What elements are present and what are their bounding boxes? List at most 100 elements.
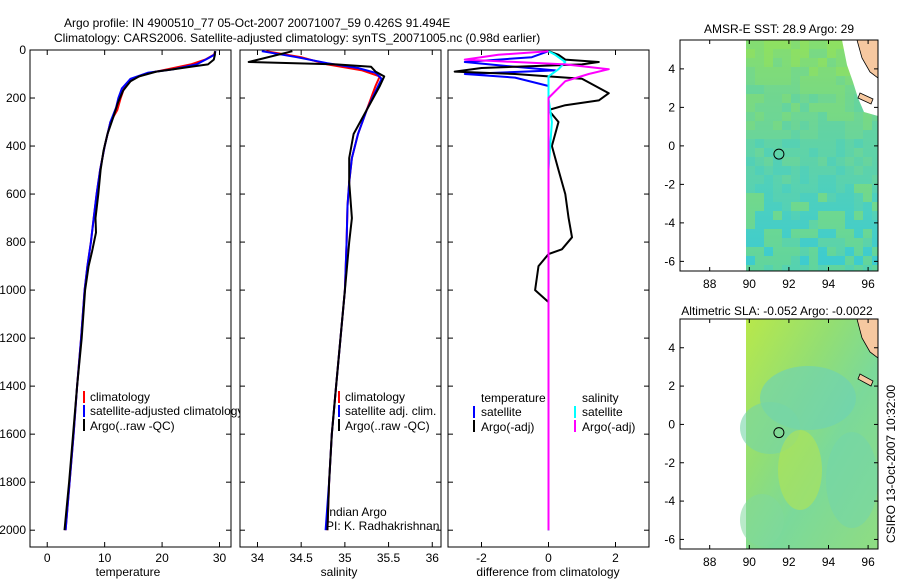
sst-pixel	[755, 229, 764, 238]
sst-pixel	[863, 112, 872, 121]
sst-pixel	[818, 184, 827, 193]
sst-pixel	[809, 121, 818, 130]
x-tick-label: 30	[213, 551, 227, 565]
sst-land-sumatra	[856, 40, 878, 79]
argo-program-label: Indian Argo	[326, 505, 387, 519]
sst-pixel	[836, 103, 845, 112]
map-x-tick-label: 92	[782, 277, 796, 291]
credit-side-text: CSIRO 13-Oct-2007 10:32:00	[884, 385, 898, 543]
sst-pixel	[755, 256, 764, 265]
map-y-tick-label: 2	[668, 379, 675, 393]
sst-pixel	[872, 166, 878, 175]
sst-pixel	[746, 49, 755, 58]
sst-pixel	[773, 157, 782, 166]
sst-pixel	[845, 76, 854, 85]
sst-pixel	[836, 148, 845, 157]
sst-pixel	[854, 238, 863, 247]
sst-pixel	[746, 85, 755, 94]
sst-pixel	[791, 94, 800, 103]
sst-pixel	[809, 202, 818, 211]
sst-pixel	[836, 220, 845, 229]
sst-pixel	[764, 103, 773, 112]
sst-pixel	[782, 85, 791, 94]
map-x-tick-label: 92	[782, 555, 796, 569]
sla-low-region-4	[740, 494, 784, 546]
sst-pixel	[845, 202, 854, 211]
sst-pixel	[809, 256, 818, 265]
sst-pixel	[827, 94, 836, 103]
sst-pixel	[764, 130, 773, 139]
sst-pixel	[746, 229, 755, 238]
sst-pixel	[755, 193, 764, 202]
sla-land-sumatra	[856, 319, 878, 359]
sst-pixel	[800, 202, 809, 211]
sst-pixel	[755, 175, 764, 184]
sst-field	[746, 40, 878, 271]
sst-pixel	[746, 148, 755, 157]
x-tick-label: 10	[98, 551, 112, 565]
sst-pixel	[845, 211, 854, 220]
x-tick-label: 20	[155, 551, 169, 565]
sst-pixel	[773, 202, 782, 211]
sst-pixel	[809, 220, 818, 229]
sst-pixel	[827, 67, 836, 76]
legend-label-argo: Argo(..raw -QC)	[90, 419, 175, 433]
sst-pixel	[872, 265, 878, 271]
sst-pixel	[773, 121, 782, 130]
sst-pixel	[809, 175, 818, 184]
difference-panel: -2 0 2 difference from climatology tempera…	[447, 49, 650, 579]
sst-pixel	[863, 148, 872, 157]
legend-group-salinity: salinity	[582, 391, 619, 405]
legend-label-sal-argo: Argo(-adj)	[582, 420, 635, 434]
sst-pixel	[809, 130, 818, 139]
sst-pixel	[764, 265, 773, 271]
sst-pixel	[863, 229, 872, 238]
map-y-tick-label: -6	[664, 532, 675, 546]
temperature-axes-frame	[29, 49, 232, 548]
legend-group-temperature: temperature	[481, 391, 546, 405]
sst-pixel	[845, 166, 854, 175]
map-x-tick-label: 96	[861, 555, 875, 569]
y-tick-label: 1800	[0, 475, 26, 489]
difference-lines	[453, 50, 610, 531]
sst-pixel	[836, 85, 845, 94]
sst-pixel	[755, 220, 764, 229]
sst-pixel	[818, 238, 827, 247]
sst-pixel	[764, 40, 773, 49]
sst-pixel	[809, 265, 818, 271]
temperature-lines	[63, 50, 217, 531]
sst-pixel	[791, 220, 800, 229]
sst-pixel	[863, 193, 872, 202]
sst-pixel	[773, 103, 782, 112]
difference-xlabel: difference from climatology	[476, 565, 619, 579]
sst-pixel	[818, 94, 827, 103]
sst-pixel	[746, 130, 755, 139]
sst-pixel	[764, 184, 773, 193]
sst-pixel	[782, 175, 791, 184]
y-tick-label: 1600	[0, 427, 26, 441]
sst-pixel	[836, 94, 845, 103]
sst-pixel	[764, 256, 773, 265]
y-tick-label: 1000	[0, 283, 26, 297]
sst-pixel	[755, 202, 764, 211]
sst-pixel	[791, 175, 800, 184]
x-tick-label: 0	[545, 551, 552, 565]
difference-ticks: -2 0 2	[448, 49, 649, 565]
sst-pixel	[773, 184, 782, 193]
map-y-tick-label: -2	[664, 456, 675, 470]
sst-pixel	[782, 166, 791, 175]
sst-pixel	[845, 256, 854, 265]
sst-pixel	[800, 121, 809, 130]
sst-pixel	[827, 166, 836, 175]
sst-pixel	[773, 211, 782, 220]
sst-pixel	[746, 184, 755, 193]
map-y-tick-label: -4	[664, 216, 675, 230]
sst-pixel	[836, 58, 845, 67]
sst-pixel	[809, 94, 818, 103]
sst-pixel	[746, 76, 755, 85]
map-y-tick-label: 2	[668, 100, 675, 114]
sst-pixel	[854, 112, 863, 121]
sst-pixel	[764, 193, 773, 202]
sst-pixel	[755, 157, 764, 166]
legend-label-temp-satellite: satellite	[481, 405, 522, 419]
